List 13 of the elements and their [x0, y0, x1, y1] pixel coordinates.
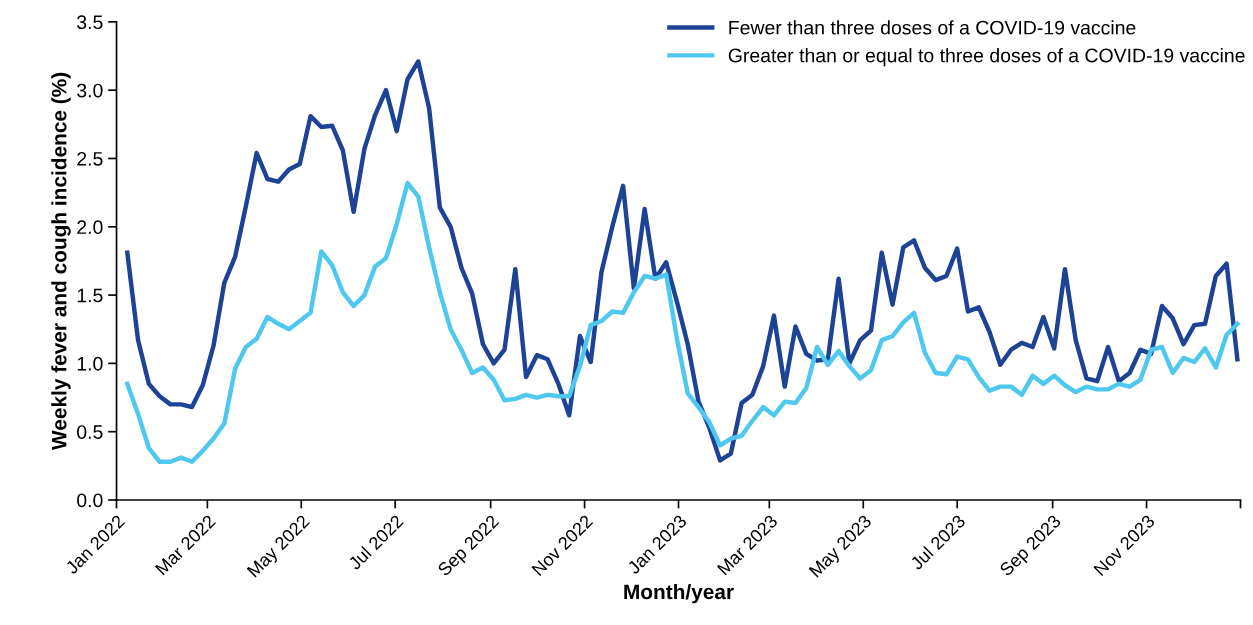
- y-tick-label: 0.5: [77, 425, 103, 439]
- legend-label: Fewer than three doses of a COVID-19 vaccine: [729, 20, 1136, 35]
- y-tick-label: 2.0: [77, 220, 103, 235]
- line-series: [125, 180, 1240, 464]
- legend-label: Greater than or equal to three doses of a COVID-19 vaccine: [728, 48, 1245, 67]
- y-tick-label: 3.0: [77, 83, 103, 98]
- y-tick-label: 1.5: [77, 288, 103, 303]
- y-tick-label: 0.0: [77, 493, 103, 508]
- y-axis-title: Weekly fever and cough incidence (%): [51, 72, 71, 451]
- y-tick-label: 1.0: [77, 356, 103, 371]
- y-tick-label: 3.5: [77, 15, 103, 30]
- x-axis-title: Month/year: [624, 583, 734, 604]
- y-tick-label: 2.5: [77, 151, 103, 166]
